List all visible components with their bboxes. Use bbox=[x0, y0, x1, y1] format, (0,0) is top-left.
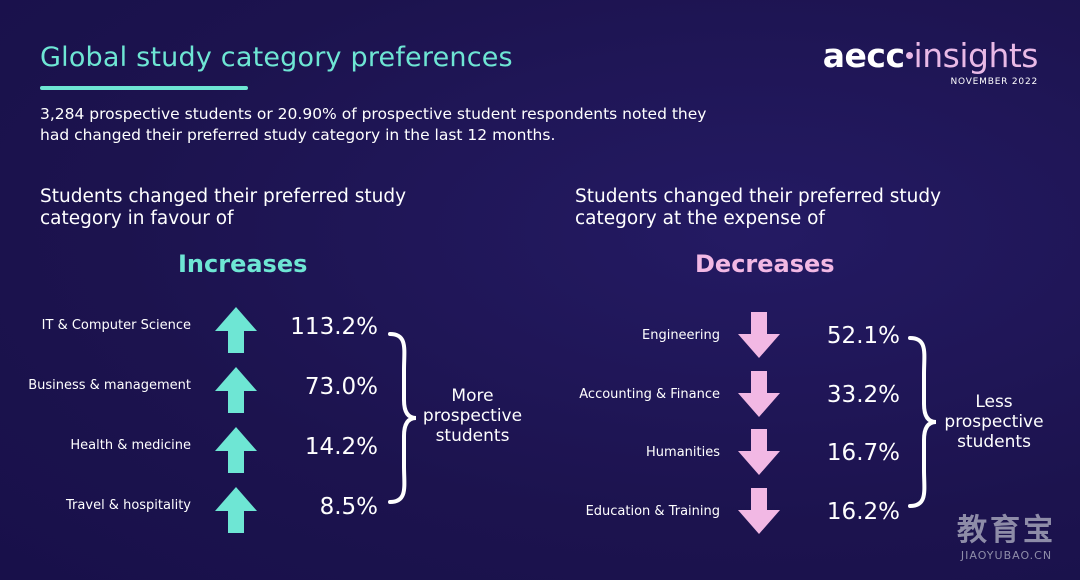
category-label: Humanities bbox=[646, 445, 720, 460]
percentage-value: 113.2% bbox=[290, 314, 378, 340]
logo-dot-icon bbox=[905, 52, 913, 59]
category-label: Business & management bbox=[28, 378, 191, 393]
percentage-value: 8.5% bbox=[319, 494, 378, 520]
percentage-value: 16.7% bbox=[826, 440, 900, 466]
increases-title: Increases bbox=[178, 250, 308, 278]
arrow-down-icon bbox=[738, 370, 780, 417]
title-underline bbox=[40, 86, 248, 90]
percentage-value: 33.2% bbox=[826, 381, 900, 408]
watermark-sub: JIAOYUBAO.CN bbox=[960, 549, 1053, 562]
category-label: Accounting & Finance bbox=[579, 386, 720, 402]
category-label: Travel & hospitality bbox=[66, 498, 191, 513]
watermark: 教育宝 JIAOYUBAO.CN bbox=[957, 505, 1056, 562]
increases-brace-label: More prospective students bbox=[422, 386, 523, 446]
decreases-brace bbox=[908, 336, 937, 508]
increases-heading: Students changed their preferred study c… bbox=[40, 186, 407, 229]
category-label: IT & Computer Science bbox=[41, 318, 191, 333]
decreases-heading: Students changed their preferred study c… bbox=[575, 186, 942, 229]
intro-text: 3,284 prospective students or 20.90% of … bbox=[40, 105, 707, 144]
page-title: Global study category preferences bbox=[40, 42, 513, 73]
category-label: Engineering bbox=[642, 328, 720, 343]
logo-brand-a: aecc bbox=[822, 36, 905, 75]
logo-wordmark: aecc insights bbox=[822, 36, 1039, 75]
arrow-up-icon bbox=[215, 427, 257, 473]
percentage-value: 16.2% bbox=[826, 498, 900, 525]
percentage-value: 73.0% bbox=[304, 374, 378, 400]
arrow-down-icon bbox=[738, 312, 780, 358]
percentage-value: 14.2% bbox=[304, 434, 378, 460]
decreases-brace-label: Less prospective students bbox=[944, 392, 1044, 452]
category-label: Health & medicine bbox=[70, 438, 191, 453]
percentage-value: 52.1% bbox=[826, 323, 900, 349]
logo-brand-b: insights bbox=[913, 36, 1039, 75]
increases-brace bbox=[388, 332, 417, 504]
category-label: Education & Training bbox=[585, 503, 720, 519]
brand-logo: aecc insights NOVEMBER 2022 bbox=[822, 36, 1039, 87]
arrow-up-icon bbox=[215, 487, 257, 533]
arrow-up-icon bbox=[215, 307, 257, 353]
arrow-down-icon bbox=[738, 429, 780, 475]
arrow-up-icon bbox=[215, 367, 257, 413]
watermark-main: 教育宝 bbox=[957, 513, 1056, 548]
logo-date: NOVEMBER 2022 bbox=[950, 77, 1038, 87]
arrow-down-icon bbox=[738, 487, 780, 534]
decreases-title: Decreases bbox=[695, 250, 835, 278]
